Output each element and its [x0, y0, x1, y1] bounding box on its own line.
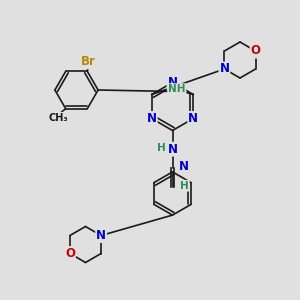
Text: N: N: [167, 76, 178, 89]
Text: N: N: [147, 112, 157, 125]
Text: H: H: [180, 181, 189, 191]
Text: Br: Br: [81, 55, 96, 68]
Text: N: N: [167, 142, 178, 156]
Text: O: O: [65, 247, 75, 260]
Text: CH₃: CH₃: [48, 113, 68, 123]
Text: O: O: [250, 44, 261, 58]
Text: N: N: [96, 229, 106, 242]
Text: N: N: [179, 160, 189, 173]
Text: N: N: [219, 62, 230, 76]
Text: NH: NH: [168, 84, 185, 94]
Text: H: H: [157, 142, 166, 153]
Text: N: N: [188, 112, 198, 125]
